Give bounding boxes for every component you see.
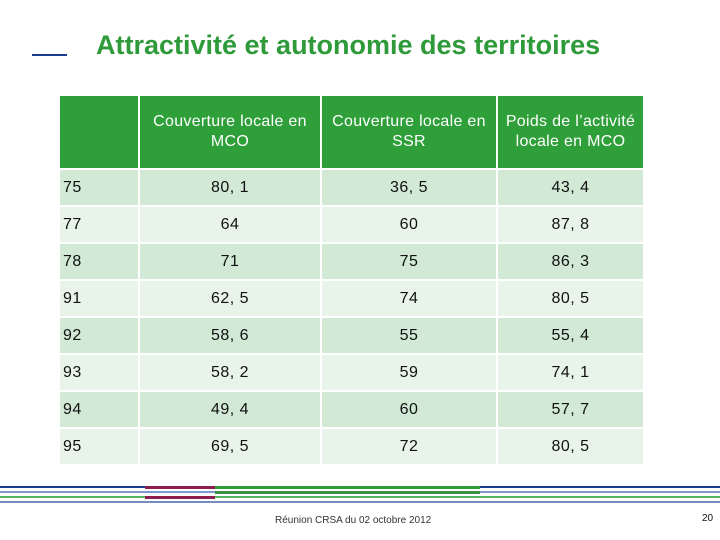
page-number: 20	[702, 513, 714, 524]
cell-value: 72	[321, 428, 498, 466]
stripe-green-segment	[215, 486, 480, 489]
table-row: 92 58, 6 55 55, 4	[60, 317, 645, 355]
cell-value: 36, 5	[321, 169, 498, 207]
table-row: 75 80, 1 36, 5 43, 4	[60, 169, 645, 207]
slide-title: Attractivité et autonomie des territoire…	[96, 30, 601, 60]
table-row: 91 62, 5 74 80, 5	[60, 280, 645, 318]
row-label: 93	[60, 354, 140, 392]
territory-table: Couverture locale en MCO Couverture loca…	[60, 96, 645, 466]
footer-text: Réunion CRSA du 02 octobre 2012	[275, 515, 432, 526]
cell-value: 87, 8	[497, 206, 645, 244]
cell-value: 80, 5	[497, 280, 645, 318]
row-label: 78	[60, 243, 140, 281]
row-label: 77	[60, 206, 140, 244]
table-row: 95 69, 5 72 80, 5	[60, 428, 645, 466]
cell-value: 75	[321, 243, 498, 281]
table-row: 77 64 60 87, 8	[60, 206, 645, 244]
stripe-red-2	[145, 496, 215, 499]
cell-value: 55	[321, 317, 498, 355]
row-label: 94	[60, 391, 140, 429]
cell-value: 62, 5	[139, 280, 322, 318]
cell-value: 49, 4	[139, 391, 322, 429]
cell-value: 55, 4	[497, 317, 645, 355]
cell-value: 71	[139, 243, 322, 281]
stripe-green-segment-2	[215, 491, 480, 494]
stripe-blue-3	[0, 501, 720, 503]
header-couverture-mco: Couverture locale en MCO	[139, 96, 322, 170]
table-header-row: Couverture locale en MCO Couverture loca…	[60, 96, 645, 170]
cell-value: 57, 7	[497, 391, 645, 429]
row-label: 75	[60, 169, 140, 207]
table-row: 78 71 75 86, 3	[60, 243, 645, 281]
cell-value: 74, 1	[497, 354, 645, 392]
stripe-red-1	[145, 486, 215, 489]
title-accent-line	[32, 54, 67, 56]
cell-value: 60	[321, 206, 498, 244]
cell-value: 64	[139, 206, 322, 244]
cell-value: 80, 1	[139, 169, 322, 207]
cell-value: 60	[321, 391, 498, 429]
stripe-green	[0, 496, 720, 498]
cell-value: 86, 3	[497, 243, 645, 281]
cell-value: 80, 5	[497, 428, 645, 466]
cell-value: 58, 2	[139, 354, 322, 392]
cell-value: 69, 5	[139, 428, 322, 466]
cell-value: 43, 4	[497, 169, 645, 207]
cell-value: 59	[321, 354, 498, 392]
cell-value: 74	[321, 280, 498, 318]
header-empty	[60, 96, 140, 170]
header-couverture-ssr: Couverture locale en SSR	[321, 96, 498, 170]
row-label: 92	[60, 317, 140, 355]
header-poids-activite-mco: Poids de l’activité locale en MCO	[497, 96, 645, 170]
row-label: 95	[60, 428, 140, 466]
table-row: 94 49, 4 60 57, 7	[60, 391, 645, 429]
cell-value: 58, 6	[139, 317, 322, 355]
table-row: 93 58, 2 59 74, 1	[60, 354, 645, 392]
row-label: 91	[60, 280, 140, 318]
